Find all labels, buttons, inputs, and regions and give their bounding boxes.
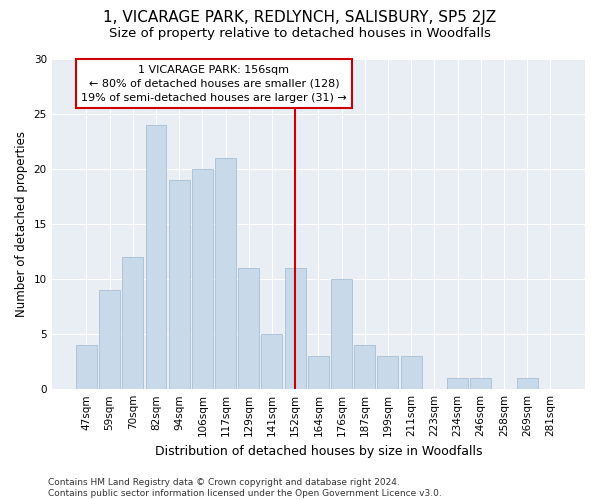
- Text: Contains HM Land Registry data © Crown copyright and database right 2024.
Contai: Contains HM Land Registry data © Crown c…: [48, 478, 442, 498]
- Bar: [192, 169, 213, 389]
- Bar: [284, 268, 305, 389]
- Bar: [122, 257, 143, 389]
- Bar: [169, 180, 190, 389]
- Y-axis label: Number of detached properties: Number of detached properties: [15, 131, 28, 317]
- X-axis label: Distribution of detached houses by size in Woodfalls: Distribution of detached houses by size …: [155, 444, 482, 458]
- Bar: [99, 290, 120, 389]
- Text: 1 VICARAGE PARK: 156sqm
← 80% of detached houses are smaller (128)
19% of semi-d: 1 VICARAGE PARK: 156sqm ← 80% of detache…: [81, 64, 347, 102]
- Bar: [238, 268, 259, 389]
- Bar: [331, 279, 352, 389]
- Text: Size of property relative to detached houses in Woodfalls: Size of property relative to detached ho…: [109, 28, 491, 40]
- Bar: [308, 356, 329, 389]
- Bar: [447, 378, 468, 389]
- Bar: [377, 356, 398, 389]
- Bar: [262, 334, 283, 389]
- Bar: [470, 378, 491, 389]
- Bar: [146, 125, 166, 389]
- Bar: [401, 356, 422, 389]
- Bar: [354, 345, 375, 389]
- Text: 1, VICARAGE PARK, REDLYNCH, SALISBURY, SP5 2JZ: 1, VICARAGE PARK, REDLYNCH, SALISBURY, S…: [103, 10, 497, 25]
- Bar: [517, 378, 538, 389]
- Bar: [215, 158, 236, 389]
- Bar: [76, 345, 97, 389]
